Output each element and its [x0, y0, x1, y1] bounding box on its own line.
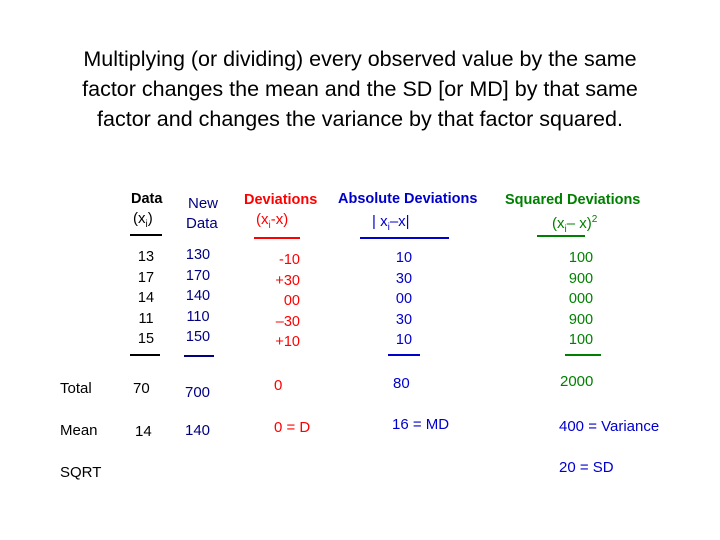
data-value: 13	[137, 249, 155, 265]
header-sq-deviations: Squared Deviations	[505, 192, 641, 208]
header-data: Data	[131, 191, 163, 207]
header-new-data-2: Data	[186, 215, 218, 232]
abs-header-underline	[360, 237, 449, 239]
data-column-underline	[130, 354, 160, 356]
data-value: 14	[137, 290, 155, 307]
column-abs-deviations: 10 30 00 30 10	[388, 248, 420, 351]
column-sq-deviations: 100 900 000 900 100	[562, 248, 600, 351]
mean-label: Mean	[60, 422, 98, 439]
header-abs-formula: | xi–x|	[372, 213, 410, 233]
total-sq-deviations: 2000	[560, 373, 594, 390]
deviation-value: -10	[279, 252, 300, 268]
total-abs-deviations: 80	[393, 375, 410, 392]
sqrt-label: SQRT	[60, 464, 102, 481]
new-data-value: 130	[185, 247, 211, 263]
mean-data: 14	[135, 423, 152, 440]
mean-sq-deviations: 400 = Variance	[559, 418, 660, 435]
sq-deviation-value: 100	[568, 250, 594, 266]
abs-deviation-value: 00	[395, 291, 413, 308]
headline-line-1: Multiplying (or dividing) every observed…	[83, 47, 637, 71]
mean-deviations: 0 = D	[274, 419, 311, 436]
data-value: 11	[138, 310, 154, 327]
new-data-value: 110	[186, 308, 210, 325]
abs-column-underline	[388, 354, 420, 356]
sq-deviation-value: 100	[568, 332, 594, 349]
headline: Multiplying (or dividing) every observed…	[0, 44, 720, 134]
headline-line-2: factor changes the mean and the SD [or M…	[82, 77, 638, 101]
mean-abs-deviations: 16 = MD	[392, 416, 450, 433]
mean-new-data: 140	[185, 422, 211, 439]
data-value: 17	[137, 269, 155, 286]
sq-deviation-value: 000	[568, 291, 594, 308]
total-data: 70	[133, 380, 150, 397]
total-new-data: 700	[185, 384, 211, 401]
header-deviations-formula: (xi-x)	[256, 211, 289, 231]
header-abs-deviations: Absolute Deviations	[338, 191, 478, 207]
header-new-data-1: New	[188, 195, 219, 212]
deviation-value: +10	[275, 334, 300, 351]
new-data-value: 170	[185, 267, 211, 284]
new-data-value: 150	[185, 329, 211, 346]
abs-deviation-value: 30	[395, 311, 413, 328]
deviation-value: +30	[275, 272, 300, 289]
column-deviations: -10 +30 00 –30 +10	[258, 250, 300, 353]
data-value: 15	[137, 331, 155, 348]
total-deviations: 0	[274, 377, 283, 394]
total-label: Total	[60, 380, 92, 397]
header-deviations: Deviations	[244, 192, 318, 208]
deviation-value: 00	[283, 293, 300, 310]
abs-deviation-value: 30	[395, 270, 413, 287]
column-data: 13 17 14 11 15	[131, 247, 161, 350]
sq-column-underline	[565, 354, 601, 356]
column-new-data: 130 170 140 110 150	[182, 245, 214, 348]
sqrt-sq-deviations: 20 = SD	[559, 459, 614, 476]
deviation-value: –30	[275, 313, 300, 330]
header-sq-formula: (xi– x)2	[552, 214, 598, 235]
sq-header-underline	[537, 235, 585, 237]
sq-deviation-value: 900	[568, 270, 594, 287]
sq-deviation-value: 900	[568, 311, 594, 328]
header-data-formula: (xi)	[133, 210, 153, 230]
deviations-header-underline	[254, 237, 300, 239]
headline-line-3: factor and changes the variance by that …	[97, 107, 623, 131]
new-data-value: 140	[185, 288, 211, 305]
abs-deviation-value: 10	[395, 250, 413, 266]
new-data-column-underline	[184, 355, 214, 357]
abs-deviation-value: 10	[395, 332, 413, 349]
data-header-underline	[130, 234, 162, 236]
